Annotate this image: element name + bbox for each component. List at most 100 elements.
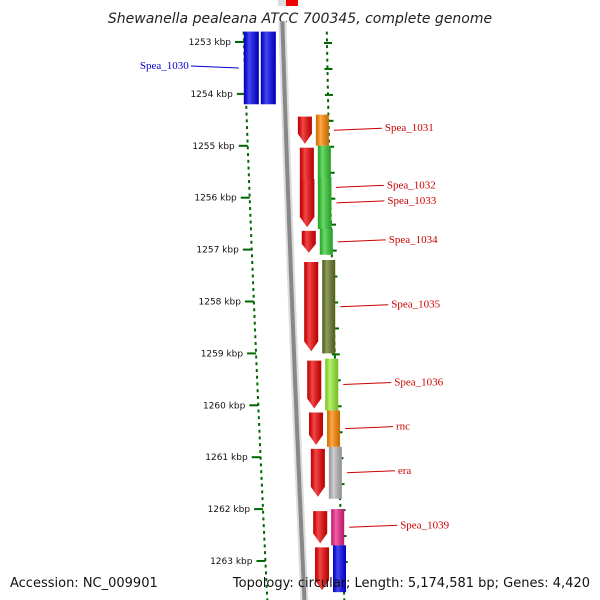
genome-title: Shewanella pealeana ATCC 700345, complet…: [108, 11, 492, 27]
inner-guide-dot: [249, 213, 252, 217]
inner-guide-dot: [252, 281, 255, 285]
gene-label: Spea_1036: [394, 377, 443, 389]
inner-guide-dot: [256, 389, 259, 393]
inner-guide-dot: [245, 105, 248, 109]
inner-guide-dot: [248, 180, 251, 184]
outer-guide-dot: [343, 598, 346, 600]
genome-backbone: [278, 21, 309, 600]
inner-guide-dot: [249, 227, 252, 231]
gene-label-leader: [190, 65, 239, 69]
outer-guide-dot: [327, 139, 330, 143]
inner-guide-dot: [256, 395, 259, 399]
gene-label-leader: [345, 426, 394, 430]
outer-guide-dot: [326, 78, 329, 82]
gene-category-bar-shade: [318, 176, 332, 229]
gene-label: era: [398, 465, 412, 477]
ruler-tick-label: 1259 kbp: [201, 349, 244, 359]
inner-guide-dot: [258, 429, 261, 433]
inner-guide-dot: [255, 368, 258, 372]
gene-block-shade: [243, 31, 259, 105]
gene-arrow-shade: [300, 178, 315, 227]
gene-label-leader: [343, 382, 392, 386]
inner-guide-dot: [246, 126, 249, 130]
inner-guide-dot: [250, 240, 253, 244]
inner-guide-dot: [250, 247, 253, 251]
inner-guide-dot: [253, 314, 256, 318]
gene-arrow-shade: [304, 261, 319, 352]
outer-guide-dot: [326, 51, 329, 55]
ruler-tick-label: 1254 kbp: [190, 90, 233, 100]
inner-guide-dot: [247, 173, 250, 177]
inner-guide-dot: [246, 139, 249, 143]
inner-guide-dot: [265, 584, 268, 588]
inner-guide-dot: [248, 186, 251, 190]
inner-guide-dot: [265, 578, 268, 582]
gene-label-leader: [349, 524, 398, 528]
gene-label: Spea_1034: [389, 234, 438, 246]
outer-guide-dot: [327, 99, 330, 103]
kbp-ruler: 1253 kbp 1254 kbp 1255 kbp 1256 kbp 1257 kbp…: [189, 38, 266, 567]
outer-guide-dot: [326, 85, 329, 89]
inner-guide-dot: [249, 220, 252, 224]
backbone-core: [280, 21, 307, 600]
inner-guide-dot: [257, 402, 260, 406]
inner-guide-dot: [263, 537, 266, 541]
accession-label: Accession: NC_009901: [10, 576, 158, 591]
gene-arrow-shade: [301, 230, 316, 253]
gene-features: [243, 31, 347, 593]
inner-guide-dot: [259, 449, 262, 453]
outer-guide-dot: [343, 591, 346, 595]
inner-guide-dot: [249, 207, 252, 211]
gene-label-leader: [336, 200, 385, 204]
gene-category-bar-shade: [331, 509, 345, 546]
inner-guide-dot: [254, 328, 257, 332]
outer-guide-dot: [339, 503, 342, 507]
inner-guide-dot: [253, 321, 256, 325]
outer-guide-dot: [330, 254, 333, 258]
inner-guide-dot: [242, 31, 245, 35]
inner-guide-dot: [248, 200, 251, 204]
outer-guide-dot: [326, 45, 329, 49]
inner-guide-dot: [262, 517, 265, 521]
ruler-tick-label: 1261 kbp: [205, 453, 248, 463]
inner-guide-dot: [261, 497, 264, 501]
ruler-tick-label: 1257 kbp: [196, 246, 239, 256]
inner-guide-dot: [248, 193, 251, 197]
inner-guide-dot: [264, 557, 267, 561]
inner-guide-dot: [260, 476, 263, 480]
inner-guide-dot: [256, 375, 259, 379]
inner-guide-dot: [252, 301, 255, 305]
inner-guide-dot: [264, 571, 267, 575]
outer-guide-dot: [326, 58, 329, 62]
inner-guide-dot: [265, 591, 268, 595]
inner-guide-dot: [253, 308, 256, 312]
gene-category-bar-shade: [315, 114, 329, 146]
inner-guide-dot: [260, 470, 263, 474]
inner-guide-dot: [264, 551, 267, 555]
ruler-tick-label: 1256 kbp: [194, 194, 237, 204]
inner-guide-dot: [262, 510, 265, 514]
outer-guide-dot: [325, 31, 328, 35]
gene-label-leader: [333, 127, 382, 131]
inner-guide-dot: [256, 382, 259, 386]
inner-guide-dot: [263, 530, 266, 534]
inner-guide-dot: [254, 335, 257, 339]
outer-guide-dot: [333, 355, 336, 359]
gene-category-bar-shade: [328, 446, 342, 499]
ruler-tick-label: 1255 kbp: [192, 142, 235, 152]
inner-guide-dot: [255, 362, 258, 366]
gene-category-bar-shade: [322, 259, 336, 354]
inner-guide-dot: [247, 153, 250, 157]
inner-guide-dot: [259, 463, 262, 467]
gene-arrow-shade: [310, 448, 325, 497]
inner-guide-dot: [247, 159, 250, 163]
gene-label-leader: [335, 184, 384, 188]
gene-label-leader: [340, 304, 389, 308]
gene-label: Spea_1030: [140, 60, 189, 72]
gene-stub-top: [286, 0, 298, 6]
inner-guide-dot: [250, 254, 253, 258]
gene-block-shade: [260, 31, 276, 105]
gene-arrow-shade: [307, 360, 322, 409]
outer-guide-dot: [327, 112, 330, 116]
